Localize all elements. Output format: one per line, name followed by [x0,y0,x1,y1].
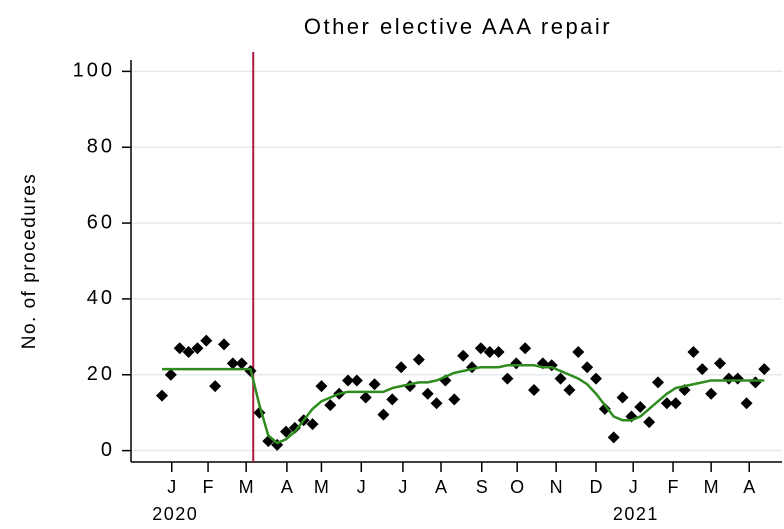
x-tick-label: N [550,477,563,497]
data-point [740,397,753,410]
x-tick-label: A [743,477,755,497]
data-point [164,368,177,381]
x-tick-label: D [590,477,603,497]
data-point [350,374,363,387]
x-tick-label: A [435,477,447,497]
data-point [191,342,204,355]
data-point [705,387,718,400]
data-point [687,346,700,359]
data-point [598,402,611,415]
data-point [226,357,239,370]
data-point [581,361,594,374]
x-tick-label: M [314,477,329,497]
data-point [616,391,629,404]
chart-title: Other elective AAA repair [304,14,612,39]
data-point [474,342,487,355]
x-tick-label: M [704,477,719,497]
y-tick-label: 60 [87,211,115,233]
y-tick-label: 0 [101,439,115,461]
data-point [412,353,425,366]
data-point [696,363,709,376]
data-point [156,389,168,402]
data-point [590,372,602,385]
data-point [572,346,585,359]
x-tick-label: F [668,477,679,497]
data-point [218,338,230,351]
y-tick-label: 20 [87,363,115,385]
data-point [324,399,337,412]
data-point [714,357,726,370]
data-point [634,401,647,414]
data-point [173,342,186,355]
data-point [280,425,292,438]
data-point [209,380,222,393]
data-point [660,397,673,410]
x-tick-label: O [510,477,524,497]
data-point [359,391,372,404]
year-label: 2020 [152,504,198,524]
data-point [288,421,301,434]
x-tick-label: M [239,477,254,497]
data-point [342,374,354,387]
data-point [528,383,540,396]
data-point [368,378,381,391]
data-point [377,408,390,421]
y-axis-label: No. of procedures [19,173,40,350]
data-point [492,346,505,359]
data-point [235,357,248,370]
data-point [483,346,496,359]
x-tick-label: J [357,477,366,497]
data-point [501,372,514,385]
data-point [669,397,682,410]
x-tick-label: F [203,477,214,497]
data-point [758,363,771,376]
y-tick-label: 100 [73,60,115,82]
x-tick-label: J [629,477,638,497]
data-point [607,431,620,444]
data-point [306,418,319,431]
data-point [519,342,532,355]
x-tick-label: J [398,477,407,497]
data-point [430,397,443,410]
fitted-line [162,364,765,445]
data-point [395,361,408,374]
data-point [448,393,461,406]
year-label: 2021 [613,504,659,524]
x-tick-label: A [281,477,293,497]
data-point [554,372,567,385]
y-tick-label: 80 [87,136,115,158]
x-tick-label: J [167,477,176,497]
x-tick-label: S [476,477,488,497]
data-point [563,383,576,396]
data-point [315,380,328,393]
data-point [652,376,664,389]
y-tick-label: 40 [87,287,115,309]
data-point [200,334,213,347]
data-point [421,387,434,400]
data-point [457,349,470,362]
data-point [386,393,399,406]
data-point [643,416,656,429]
data-point [182,346,195,359]
